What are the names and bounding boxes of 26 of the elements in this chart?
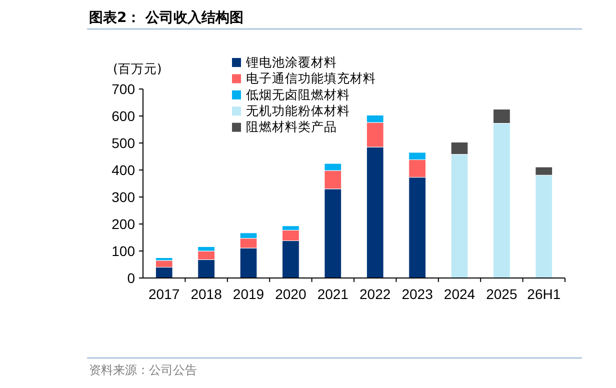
x-tick-label: 2021: [317, 286, 349, 302]
x-tick-label: 2024: [444, 286, 476, 302]
x-tick-label: 2017: [148, 286, 180, 302]
x-tick-label: 2018: [190, 286, 222, 302]
y-tick-label: 400: [112, 162, 136, 178]
chart-title: 图表2： 公司收入结构图: [89, 10, 244, 26]
x-tick-label: 2020: [275, 286, 306, 302]
y-tick-label: 500: [112, 134, 136, 151]
y-tick-label: 300: [112, 188, 136, 205]
y-tick-label: 200: [112, 216, 136, 232]
legend-label: 阻燃材料类产品: [246, 119, 337, 134]
x-tick-label: 2023: [402, 286, 434, 302]
legend-label: 锂电池涂覆材料: [245, 54, 337, 70]
y-axis-title: (百万元): [113, 61, 162, 76]
x-tick-label: 26H1: [527, 286, 561, 302]
legend-label: 无机功能粉体材料: [246, 102, 350, 118]
y-tick-label: 100: [112, 242, 136, 259]
legend-label: 低烟无卤阻燃材料: [246, 86, 350, 102]
y-tick-label: 700: [112, 80, 136, 97]
y-tick-label: 0: [127, 270, 136, 286]
x-tick-label: 2025: [486, 286, 518, 302]
text: 资料来源：公司公告: [89, 363, 197, 377]
x-tick-label: 2019: [232, 286, 264, 302]
y-tick-label: 600: [112, 108, 136, 124]
legend-label: 电子通信功能填充材料: [246, 70, 376, 86]
x-tick-label: 2022: [360, 286, 391, 302]
